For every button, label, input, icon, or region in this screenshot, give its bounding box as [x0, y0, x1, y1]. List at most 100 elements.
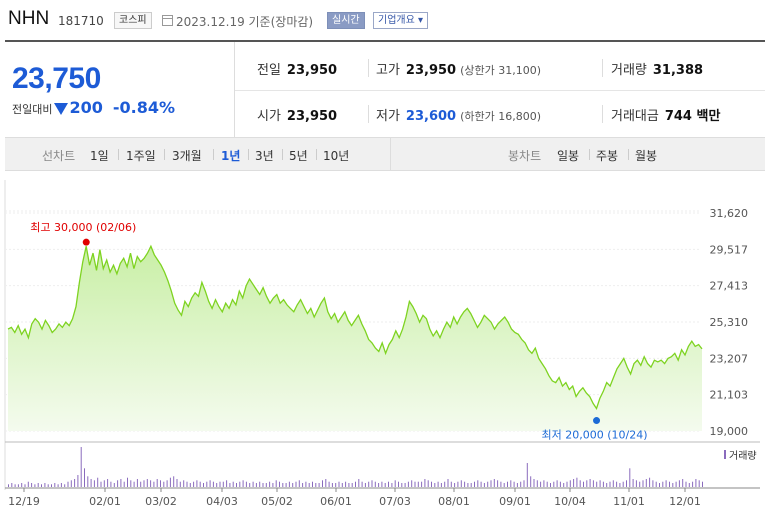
- volume-bar: [692, 481, 694, 487]
- y-tick-label: 25,310: [710, 316, 749, 329]
- volume-bar: [516, 483, 518, 487]
- price-change: 전일대비 200 -0.84%: [12, 98, 175, 117]
- volume-bar: [232, 481, 234, 487]
- volume-bar: [622, 481, 624, 487]
- volume-bar: [513, 481, 515, 487]
- y-tick-label: 29,517: [710, 243, 749, 256]
- candle-chart-label: 봉차트: [508, 149, 542, 163]
- volume-bar: [507, 481, 508, 487]
- volume-bar: [355, 481, 356, 487]
- volume-bar: [497, 480, 499, 487]
- volume-bar: [675, 481, 677, 487]
- volume-bar: [401, 483, 403, 487]
- volume-bar: [298, 480, 300, 487]
- volume-bar: [487, 481, 489, 487]
- volume-bar: [341, 483, 343, 487]
- volume-bar: [477, 480, 479, 487]
- tab-monthly[interactable]: 월봉: [635, 149, 658, 163]
- volume-bar: [345, 481, 347, 487]
- volume-bar: [490, 480, 492, 487]
- volume-bar: [282, 483, 284, 487]
- volume-bar: [90, 479, 92, 487]
- tab-10y[interactable]: 10년: [323, 149, 350, 163]
- volume-bar: [424, 479, 426, 487]
- volume-bar: [236, 483, 237, 487]
- volume-bar: [173, 476, 175, 487]
- min-price-label: 최저 20,000 (10/24): [542, 429, 648, 442]
- volume-bar: [120, 479, 122, 487]
- stock-name: NHN: [8, 8, 50, 29]
- open-label: 시가: [257, 109, 281, 124]
- prev-close: 전일 23,950: [257, 59, 337, 78]
- volume-bar: [431, 481, 432, 487]
- high-value: 23,950: [405, 63, 457, 78]
- volume-bar: [569, 480, 571, 487]
- y-tick-label: 23,207: [710, 352, 749, 365]
- volume-bar: [189, 483, 191, 487]
- amount-value: 744 백만: [664, 109, 721, 124]
- volume-bar: [612, 480, 614, 487]
- open-value: 23,950: [286, 109, 338, 124]
- volume-bar: [252, 481, 254, 487]
- volume-bar: [434, 483, 436, 487]
- volume-bar: [249, 483, 251, 487]
- realtime-button[interactable]: 실시간: [327, 12, 365, 29]
- x-tick-label: 03/02: [145, 495, 177, 508]
- volume-bar: [338, 481, 340, 487]
- volume-bar: [163, 481, 165, 487]
- volume-bar: [665, 480, 667, 487]
- volume-bar: [60, 483, 62, 487]
- volume-bar: [649, 477, 651, 487]
- volume-bar: [150, 480, 152, 487]
- volume-bar: [103, 480, 105, 487]
- tab-1y[interactable]: 1년: [221, 149, 241, 163]
- x-tick-label: 09/01: [499, 495, 531, 508]
- upper-limit: (상한가 31,100): [460, 64, 542, 77]
- volume-bar: [70, 480, 72, 487]
- line-chart-label: 선차트: [42, 149, 76, 163]
- volume-bar: [526, 463, 528, 487]
- volume-bar: [153, 481, 155, 487]
- tab-3y[interactable]: 3년: [255, 149, 274, 163]
- volume-bar: [219, 481, 221, 487]
- tab-1d[interactable]: 1일: [90, 149, 109, 163]
- volume-bar: [47, 484, 49, 487]
- y-tick-label: 31,620: [710, 207, 749, 220]
- volume-bar: [312, 481, 313, 487]
- tab-1w[interactable]: 1주일: [126, 149, 156, 163]
- price-line: [7, 244, 703, 410]
- current-price: 23,750: [12, 62, 101, 95]
- volume-bar: [57, 484, 59, 487]
- volume-bar: [427, 480, 429, 487]
- tab-5y[interactable]: 5년: [289, 149, 308, 163]
- volume-bar: [245, 481, 247, 487]
- volume-bar: [414, 481, 416, 487]
- stock-code: 181710: [58, 14, 104, 28]
- volume-bar: [583, 481, 584, 487]
- tab-daily[interactable]: 일봉: [557, 149, 580, 163]
- volume-bar: [669, 481, 670, 487]
- down-triangle-icon: [54, 103, 69, 115]
- volume-bar: [302, 483, 304, 487]
- volume-bar: [275, 480, 277, 487]
- volume-bar: [626, 480, 627, 487]
- volume-bar: [619, 483, 621, 487]
- volume-bar: [358, 479, 360, 487]
- volume-bar: [21, 483, 23, 487]
- volume-bar: [616, 481, 618, 487]
- y-tick-label: 21,103: [710, 389, 749, 402]
- volume-bar: [533, 479, 535, 487]
- tab-3m[interactable]: 3개월: [172, 149, 202, 163]
- volume-bar: [417, 481, 419, 487]
- tab-weekly[interactable]: 주봉: [596, 149, 619, 163]
- trade-amount: 거래대금 744 백만: [611, 105, 720, 124]
- volume-label: 거래량: [611, 63, 647, 78]
- volume-bar: [652, 480, 654, 487]
- volume-bar: [364, 483, 366, 487]
- volume-bar: [110, 481, 112, 487]
- company-info-dropdown[interactable]: 기업개요 ▾: [373, 12, 428, 29]
- volume-bar: [84, 468, 85, 487]
- volume-bar: [262, 483, 264, 487]
- volume-bar: [14, 484, 16, 487]
- volume-bar: [635, 480, 637, 487]
